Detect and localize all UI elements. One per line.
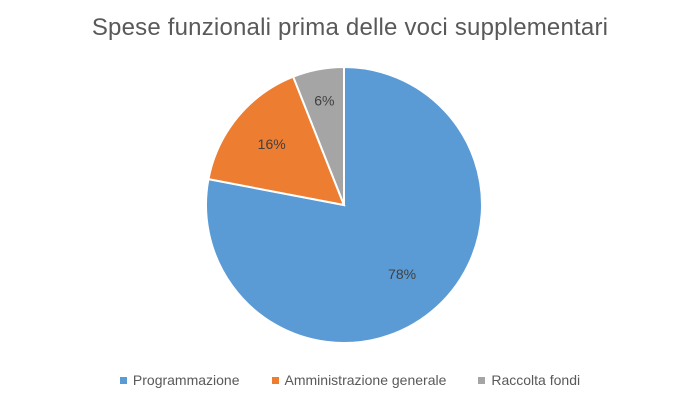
pie-slice-raccolta-fondi [291,65,345,206]
legend-label-amministrazione-generale: Amministrazione generale [284,372,447,388]
legend-label-programmazione: Programmazione [132,372,240,388]
legend-item-raccolta-fondi: Raccolta fondi [478,372,580,388]
data-label-raccolta-fondi: 6% [314,93,334,109]
data-label-amministrazione-generale: 16% [258,136,286,152]
legend-item-programmazione: Programmazione [119,372,240,388]
legend-swatch-programmazione [119,376,127,384]
legend: Programmazione Amministrazione generale … [0,372,700,388]
data-label-programmazione: 78% [388,266,416,282]
chart-title: Spese funzionali prima delle voci supple… [91,14,609,41]
legend-label-raccolta-fondi: Raccolta fondi [491,372,581,388]
legend-item-amministrazione-generale: Amministrazione generale [271,372,447,388]
legend-swatch-amministrazione-generale [271,376,279,384]
legend-swatch-raccolta-fondi [478,376,486,384]
pie-slice-amministrazione-generale [207,75,346,207]
